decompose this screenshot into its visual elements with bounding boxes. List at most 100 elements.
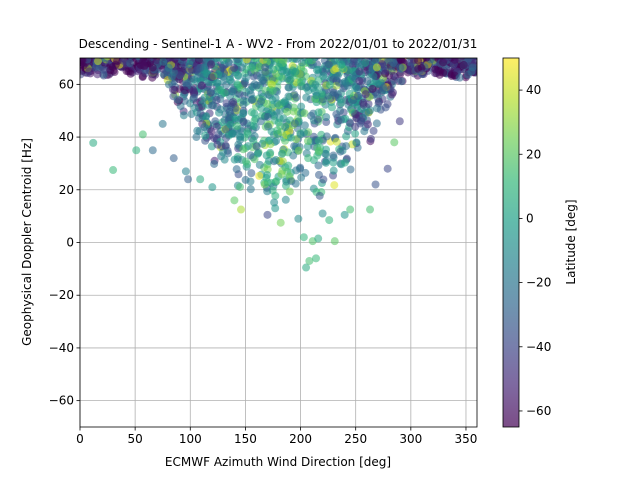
scatter-point [236, 133, 245, 142]
colorbar-tick-label: −40 [526, 340, 551, 354]
scatter-point [202, 58, 206, 59]
scatter-point [184, 175, 193, 184]
scatter-point [302, 93, 311, 102]
scatter-point [372, 119, 381, 128]
scatter-point [342, 142, 351, 151]
scatter-point [343, 66, 352, 75]
scatter-point [255, 160, 264, 169]
scatter-point [208, 58, 209, 59]
scatter-point [242, 58, 251, 64]
scatter-point [359, 98, 368, 107]
scatter-point [284, 83, 293, 92]
scatter-point [207, 73, 216, 82]
scatter-point [160, 58, 166, 59]
scatter-point [207, 60, 216, 69]
scatter-point [322, 113, 331, 122]
scatter-point [346, 105, 355, 114]
scatter-point [379, 83, 388, 92]
scatter-point [169, 154, 178, 163]
scatter-point [257, 104, 266, 113]
scatter-point [352, 58, 356, 59]
scatter-point [445, 58, 448, 59]
colorbar-label: Latitude [deg] [564, 199, 578, 284]
scatter-point [233, 80, 242, 89]
scatter-point [291, 67, 300, 76]
scatter-point [202, 69, 211, 78]
scatter-point [428, 58, 433, 59]
scatter-point [368, 84, 377, 93]
scatter-point [386, 58, 394, 61]
scatter-point [363, 77, 372, 86]
scatter-point [302, 263, 311, 272]
scatter-point [381, 103, 390, 112]
scatter-point [241, 157, 250, 166]
scatter-point [136, 58, 141, 59]
scatter-point [460, 58, 465, 59]
scatter-point [355, 67, 364, 76]
scatter-point [455, 58, 459, 59]
scatter-point [207, 87, 216, 96]
scatter-point [214, 70, 223, 79]
scatter-point [244, 58, 247, 59]
scatter-point [212, 96, 221, 105]
scatter-point [220, 155, 229, 164]
scatter-point [383, 164, 392, 173]
scatter-point [380, 58, 382, 59]
scatter-point [276, 218, 285, 227]
scatter-point [132, 146, 141, 155]
scatter-point [226, 120, 235, 129]
scatter-point [267, 80, 276, 89]
scatter-point [328, 103, 337, 112]
scatter-point [404, 58, 406, 59]
scatter-point [271, 156, 280, 165]
scatter-point [367, 58, 369, 59]
scatter-point [382, 58, 386, 59]
scatter-point [473, 58, 477, 59]
scatter-point [231, 104, 240, 113]
scatter-point [289, 103, 298, 112]
scatter-point [389, 58, 398, 67]
scatter-point [227, 87, 236, 96]
scatter-point [232, 122, 241, 131]
scatter-point [280, 58, 285, 59]
x-axis-label: ECMWF Azimuth Wind Direction [deg] [165, 455, 391, 469]
scatter-point [193, 126, 202, 135]
scatter-point [173, 95, 182, 104]
scatter-point [321, 149, 330, 158]
scatter-point [201, 131, 210, 140]
scatter-point [179, 111, 188, 120]
scatter-point [361, 58, 365, 59]
x-tick-label: 0 [76, 432, 84, 446]
y-tick-label: −40 [49, 341, 74, 355]
scatter-point [170, 58, 174, 59]
scatter-point [213, 140, 222, 149]
scatter-point [243, 58, 247, 59]
scatter-point [312, 66, 321, 75]
scatter-point [307, 111, 316, 120]
scatter-point [325, 216, 334, 225]
scatter-point [80, 70, 85, 79]
scatter-point [91, 63, 100, 72]
y-tick-label: 20 [59, 183, 74, 197]
scatter-point [226, 76, 235, 85]
scatter-point [297, 78, 306, 87]
scatter-point [85, 67, 94, 76]
scatter-point [339, 108, 348, 117]
scatter-point [314, 234, 323, 243]
scatter-point [234, 72, 243, 81]
scatter-point [243, 127, 252, 136]
scatter-point [329, 166, 338, 175]
scatter-point [272, 58, 281, 62]
scatter-point [257, 73, 266, 82]
scatter-point [272, 177, 281, 186]
scatter-point [271, 204, 280, 213]
scatter-point [207, 101, 216, 110]
scatter-point [371, 180, 380, 189]
scatter-point [212, 122, 221, 131]
scatter-point [192, 66, 201, 75]
scatter-point [148, 63, 157, 72]
scatter-point [110, 50, 118, 58]
scatter-point [418, 70, 427, 79]
scatter-point [394, 58, 398, 59]
scatter-point [273, 126, 282, 135]
